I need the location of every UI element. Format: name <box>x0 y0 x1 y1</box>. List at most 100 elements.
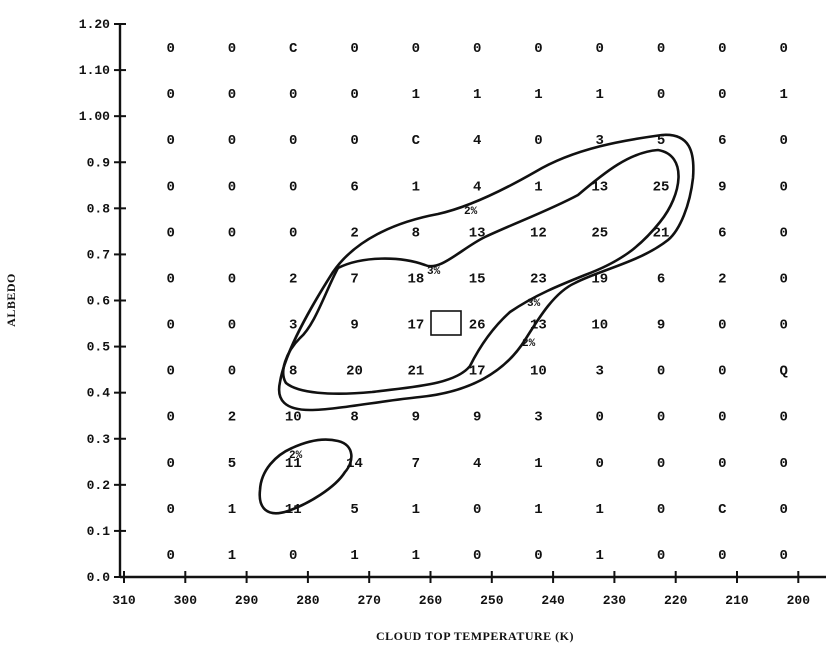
highlighted-cell-box <box>430 310 462 336</box>
cell-value: 13 <box>591 179 608 195</box>
cell-value: 0 <box>596 41 604 57</box>
cell-value: 0 <box>718 318 726 334</box>
cell-value: 0 <box>289 548 297 564</box>
y-tick-label: 0.8 <box>87 201 111 216</box>
y-tick-label: 1.20 <box>79 17 110 32</box>
cell-value: 25 <box>591 225 608 241</box>
cell-value: 0 <box>166 318 174 334</box>
contour-2pct-small <box>258 438 353 515</box>
cell-value: 0 <box>779 318 787 334</box>
cell-value: 2 <box>350 225 358 241</box>
y-tick-label: 0.9 <box>87 155 111 170</box>
cell-value: 0 <box>779 456 787 472</box>
cell-value: 26 <box>469 318 486 334</box>
cell-value: 25 <box>653 179 670 195</box>
cell-value: 0 <box>228 133 236 149</box>
cell-value: 0 <box>412 41 420 57</box>
cell-value: 19 <box>591 271 608 287</box>
cell-value: 1 <box>228 502 236 518</box>
cell-value: 0 <box>779 133 787 149</box>
cell-value: 0 <box>534 41 542 57</box>
cell-value: 0 <box>779 271 787 287</box>
cell-value: 0 <box>289 133 297 149</box>
x-tick-label: 230 <box>603 593 627 608</box>
cell-value: 1 <box>412 179 420 195</box>
contour-2pct-outer <box>277 133 695 412</box>
cell-value: 6 <box>657 271 665 287</box>
cell-value: 15 <box>469 271 486 287</box>
cell-value: 0 <box>718 364 726 380</box>
cell-value: 0 <box>289 225 297 241</box>
cell-value: 0 <box>166 456 174 472</box>
contour-label-2pct-right: 2% <box>522 338 536 350</box>
cell-value: 0 <box>166 502 174 518</box>
cell-value: 0 <box>779 179 787 195</box>
cell-value: 0 <box>228 41 236 57</box>
cell-value: 0 <box>350 133 358 149</box>
cell-value: 0 <box>718 410 726 426</box>
cell-value: 2 <box>718 271 726 287</box>
cell-value: 9 <box>412 410 420 426</box>
cell-value: 1 <box>534 87 542 103</box>
y-tick-label: 0.7 <box>87 247 110 262</box>
cell-value: 1 <box>228 548 236 564</box>
y-axis-title: ALBEDO <box>4 273 18 327</box>
cell-value: 0 <box>473 548 481 564</box>
cell-value: Q <box>779 364 787 380</box>
cell-value: 0 <box>657 456 665 472</box>
x-tick-label: 310 <box>112 593 136 608</box>
x-axis-title: CLOUD TOP TEMPERATURE (K) <box>376 629 574 643</box>
cell-value: 0 <box>657 41 665 57</box>
y-tick-label: 0.4 <box>87 386 111 401</box>
cell-value: 0 <box>718 41 726 57</box>
x-tick-label: 270 <box>357 593 381 608</box>
cell-value: 0 <box>596 410 604 426</box>
cell-value: 1 <box>534 179 542 195</box>
cell-value: 1 <box>596 548 604 564</box>
cell-value: C <box>412 133 421 149</box>
cell-value: 13 <box>530 318 547 334</box>
cell-value: 1 <box>412 548 420 564</box>
cell-value: 4 <box>473 179 481 195</box>
contour-label-2pct-small: 2% <box>289 450 303 462</box>
cell-value: 8 <box>412 225 420 241</box>
cell-value: 12 <box>530 225 547 241</box>
cell-value: 21 <box>407 364 424 380</box>
cell-value: 5 <box>657 133 665 149</box>
cell-value: 0 <box>779 548 787 564</box>
cell-value: 3 <box>596 364 604 380</box>
cell-value: 0 <box>228 364 236 380</box>
cell-value: 0 <box>166 271 174 287</box>
cell-value: 18 <box>407 271 424 287</box>
cell-value: 5 <box>350 502 358 518</box>
cell-value: 0 <box>289 179 297 195</box>
x-tick-label: 290 <box>235 593 259 608</box>
contour-label-3pct-right: 3% <box>527 298 541 310</box>
cell-value: 0 <box>657 548 665 564</box>
cell-value: 0 <box>779 410 787 426</box>
cell-value: 5 <box>228 456 236 472</box>
cell-value: 1 <box>596 87 604 103</box>
cell-value: 0 <box>166 41 174 57</box>
cell-value: 0 <box>473 41 481 57</box>
cell-value: 0 <box>166 225 174 241</box>
cell-value: 0 <box>779 225 787 241</box>
cell-value: 0 <box>228 225 236 241</box>
cell-value: 0 <box>350 41 358 57</box>
cell-value: 0 <box>166 410 174 426</box>
cell-value: 6 <box>718 225 726 241</box>
cell-value: 4 <box>473 133 481 149</box>
x-tick-label: 280 <box>296 593 320 608</box>
cell-value: 0 <box>779 502 787 518</box>
y-tick-label: 0.6 <box>87 294 111 309</box>
cell-value: 0 <box>779 41 787 57</box>
y-tick-label: 0.1 <box>87 524 111 539</box>
x-tick-label: 250 <box>480 593 504 608</box>
cell-value: 10 <box>285 410 302 426</box>
cell-value: 0 <box>289 87 297 103</box>
x-tick-label: 260 <box>419 593 443 608</box>
cell-value: 0 <box>473 502 481 518</box>
cell-value: 0 <box>657 364 665 380</box>
cell-value: 9 <box>657 318 665 334</box>
